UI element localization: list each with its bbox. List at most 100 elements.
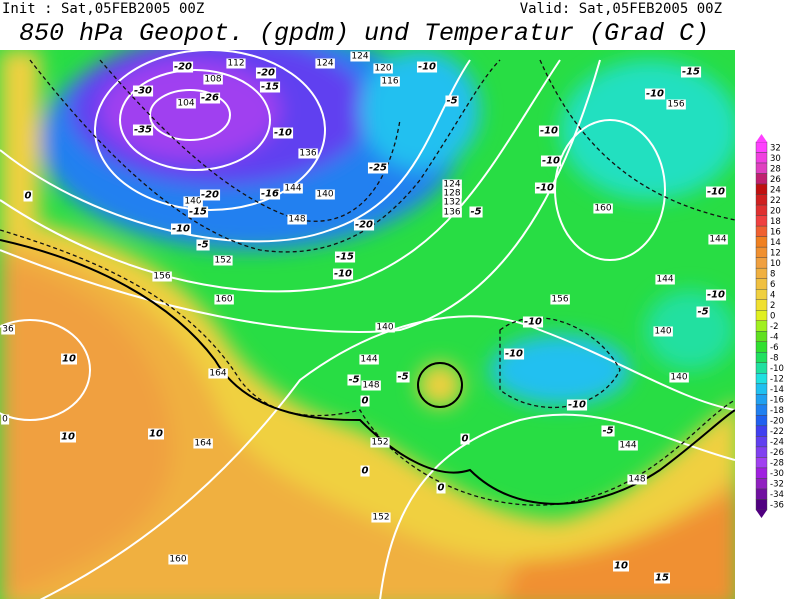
colorbar-swatch bbox=[755, 383, 768, 395]
temperature-label-box bbox=[503, 348, 525, 360]
geopotential-label-box bbox=[203, 74, 223, 85]
temperature-label: -5 bbox=[697, 307, 708, 318]
temperature-label-box bbox=[522, 316, 544, 328]
geopotential-label-box bbox=[442, 188, 462, 199]
temperature-label: -10 bbox=[524, 317, 542, 328]
temperature-label: -20 bbox=[174, 62, 192, 73]
colorbar-label: -6 bbox=[770, 343, 778, 353]
temperature-label: 10 bbox=[149, 429, 163, 440]
colorbar-bottom-arrow bbox=[756, 510, 767, 518]
temperature-label-box bbox=[60, 431, 76, 443]
geopotential-label: 144 bbox=[619, 441, 636, 451]
geopotential-label-box bbox=[359, 354, 379, 365]
colorbar-swatch bbox=[755, 320, 768, 332]
colorbar-label: 32 bbox=[770, 143, 781, 153]
geopotential-label: 160 bbox=[215, 295, 232, 305]
colorbar-label: -10 bbox=[770, 364, 784, 374]
geopotential-label-box bbox=[283, 183, 303, 194]
geopotential-label: 164 bbox=[194, 439, 211, 449]
geopotential-label: 128 bbox=[443, 189, 460, 199]
geopotential-label-box bbox=[373, 63, 393, 74]
temperature-label: -10 bbox=[505, 349, 523, 360]
geopotential-label-box bbox=[361, 380, 381, 391]
temperature-label: 0 bbox=[25, 191, 32, 202]
temperature-label: -35 bbox=[134, 125, 152, 136]
geopotential-label-box bbox=[176, 98, 196, 109]
geopotential-label: 160 bbox=[594, 204, 611, 214]
colorbar-label: 2 bbox=[770, 301, 775, 311]
colorbar-label: -34 bbox=[770, 490, 784, 500]
temperature-label-box bbox=[334, 251, 356, 263]
colorbar-swatch bbox=[755, 457, 768, 469]
temperature-label-box bbox=[132, 85, 154, 97]
geopotential-label: 160 bbox=[169, 555, 186, 565]
colorbar-swatch bbox=[755, 446, 768, 458]
geopotential-label-box bbox=[666, 99, 686, 110]
temperature-label-box bbox=[199, 189, 221, 201]
geopotential-label: 164 bbox=[209, 369, 226, 379]
colorbar-label: 22 bbox=[770, 196, 781, 206]
temperature-label: 0 bbox=[438, 483, 445, 494]
geopotential-label: 124 bbox=[316, 59, 333, 69]
colorbar-label: -12 bbox=[770, 375, 784, 385]
colorbar-swatch bbox=[755, 436, 768, 448]
temperature-label: -10 bbox=[536, 183, 554, 194]
colorbar-label: -22 bbox=[770, 427, 784, 437]
geopotential-label: 140 bbox=[316, 190, 333, 200]
geopotential-label-box bbox=[183, 196, 203, 207]
temperature-label-box bbox=[255, 67, 277, 79]
geopotential-label-box bbox=[708, 234, 728, 245]
geopotential-label-box bbox=[370, 437, 390, 448]
colorbar-swatch bbox=[755, 215, 768, 227]
temperature-label-box bbox=[445, 95, 459, 107]
colorbar-swatch bbox=[755, 341, 768, 353]
geopotential-label-box bbox=[213, 255, 233, 266]
temperature-label-box bbox=[61, 353, 77, 365]
temperature-label: 10 bbox=[614, 561, 628, 572]
geopotential-label-box bbox=[653, 326, 673, 337]
colorbar-label: -8 bbox=[770, 354, 778, 364]
init-time: Init : Sat,05FEB2005 00Z bbox=[2, 1, 204, 17]
geopotential-label: 156 bbox=[551, 295, 568, 305]
temperature-label-box bbox=[360, 395, 370, 407]
geopotential-label: 36 bbox=[2, 325, 14, 335]
geopotential-label: 140 bbox=[670, 373, 687, 383]
temperature-label: -10 bbox=[418, 62, 436, 73]
geopotential-label: 148 bbox=[628, 475, 645, 485]
temperature-label-box bbox=[566, 399, 588, 411]
geopotential-label-box bbox=[627, 474, 647, 485]
geopotential-label-box bbox=[669, 372, 689, 383]
temperature-label-box bbox=[172, 61, 194, 73]
geopotential-label-box bbox=[593, 203, 613, 214]
colorbar-label: 26 bbox=[770, 175, 781, 185]
colorbar-label: 30 bbox=[770, 154, 781, 164]
geopotential-label-box bbox=[550, 294, 570, 305]
geopotential-label: 152 bbox=[371, 438, 388, 448]
temperature-label-box bbox=[347, 374, 361, 386]
temperature-label: 0 bbox=[362, 466, 369, 477]
temperature-label-box bbox=[654, 572, 670, 584]
temperature-label-box bbox=[259, 188, 281, 200]
colorbar-swatch bbox=[755, 289, 768, 300]
geopotential-label-box bbox=[1, 324, 15, 335]
temperature-label-box bbox=[199, 92, 221, 104]
colorbar-swatch bbox=[755, 236, 768, 248]
geopotential-label: 152 bbox=[214, 256, 231, 266]
colorbar-label: 0 bbox=[770, 311, 775, 321]
colorbar-label: 20 bbox=[770, 206, 781, 216]
geopotential-label: 144 bbox=[656, 275, 673, 285]
geopotential-label-box bbox=[287, 214, 307, 225]
colorbar-swatch bbox=[755, 425, 768, 437]
temperature-label: -15 bbox=[336, 252, 354, 263]
colorbar-swatch bbox=[755, 499, 768, 511]
temperature-label: 0 bbox=[362, 396, 369, 407]
temperature-label: -5 bbox=[602, 426, 613, 437]
geopotential-label-box bbox=[315, 58, 335, 69]
temperature-label: -25 bbox=[369, 163, 387, 174]
temperature-label: -5 bbox=[197, 240, 208, 251]
geopotential-label: 140 bbox=[184, 197, 201, 207]
geopotential-label-box bbox=[655, 274, 675, 285]
temperature-label-box bbox=[705, 289, 727, 301]
colorbar-label: -20 bbox=[770, 417, 784, 427]
colorbar-top-arrow bbox=[756, 134, 767, 142]
